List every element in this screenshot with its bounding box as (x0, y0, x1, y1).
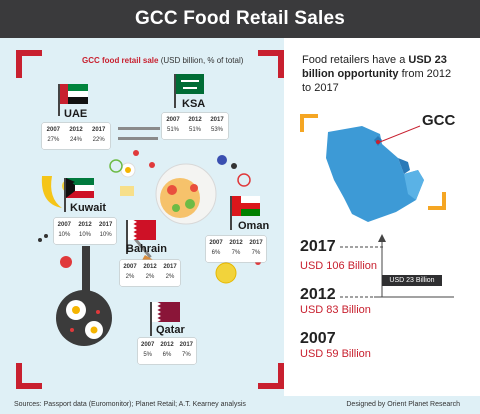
country-name-bahrain: Bahrain (126, 243, 167, 255)
country-card-bahrain: 2007 2012 2017 2% 2% 2% (120, 260, 180, 286)
year-label: 2012 (188, 117, 202, 123)
flag-pole (174, 74, 176, 108)
legend-title: GCC food retail sale (USD billion, % of … (82, 56, 244, 65)
year-label: 2007 (57, 222, 72, 228)
share-value: 10% (99, 232, 112, 238)
country-card-qatar: 2007 2012 2017 5% 6% 7% (138, 338, 196, 364)
lime-icon (215, 262, 237, 284)
corner-bracket-top-left (16, 50, 42, 78)
onion-ring-icon (237, 173, 251, 187)
flag-pole (150, 302, 152, 336)
timeline-value-2012: USD 83 Billion (300, 304, 371, 316)
country-card-oman: 2007 2012 2017 6% 7% 7% (206, 236, 266, 262)
credit-note: Designed by Orient Planet Research (346, 401, 460, 408)
year-label: 2012 (229, 240, 243, 246)
oman-flag-icon (232, 196, 260, 216)
year-label: 2017 (163, 264, 177, 270)
share-value: 7% (231, 250, 241, 256)
growth-badge: USD 23 Billion (382, 275, 442, 286)
year-label: 2007 (209, 240, 223, 246)
country-card-ksa: 2007 2012 2017 51% 51% 53% (162, 113, 228, 139)
map-corner-bottom-right (428, 192, 446, 210)
timeline-year-2012: 2012 (300, 286, 336, 303)
uae-flag-icon (60, 84, 88, 104)
kuwait-flag-icon (66, 178, 94, 198)
year-label: 2012 (78, 222, 92, 228)
timeline-lines (340, 234, 454, 298)
footer: Sources: Passport data (Euromonitor); Pl… (0, 396, 480, 414)
share-value: 7% (181, 352, 191, 358)
year-label: 2017 (99, 222, 113, 228)
year-label: 2007 (140, 342, 155, 348)
flag-pole (64, 178, 66, 212)
share-value: 51% (188, 127, 201, 133)
share-value: 27% (47, 137, 60, 143)
share-value: 6% (162, 352, 172, 358)
year-label: 2007 (166, 117, 180, 123)
timeline-year-2007: 2007 (300, 330, 336, 347)
share-value: 24% (70, 137, 83, 143)
share-value: 10% (79, 232, 92, 238)
year-label: 2012 (160, 342, 174, 348)
map-corner-top-left (300, 114, 318, 132)
qatar-flag-icon (152, 302, 180, 322)
gcc-map-icon (326, 125, 424, 222)
country-card-uae: 2007 2012 2017 27% 24% 22% (42, 123, 110, 149)
share-value: 2% (125, 274, 135, 280)
country-name-ksa: KSA (182, 98, 206, 110)
country-name-oman: Oman (238, 220, 270, 232)
year-label: 2012 (143, 264, 157, 270)
country-name-uae: UAE (64, 108, 88, 120)
share-value: 5% (143, 352, 152, 358)
country-card-kuwait: 2007 2012 2017 10% 10% 10% (54, 218, 116, 244)
year-label: 2007 (46, 127, 61, 133)
page-title: GCC Food Retail Sales (0, 0, 480, 38)
year-label: 2012 (69, 127, 83, 133)
country-name-qatar: Qatar (156, 324, 185, 336)
year-label: 2017 (179, 342, 193, 348)
timeline-value-2017: USD 106 Billion (300, 260, 378, 272)
pan-handle (82, 246, 90, 294)
timeline-value-2007: USD 59 Billion (300, 348, 371, 360)
timeline-year-2017: 2017 (300, 238, 336, 255)
share-value: 53% (210, 127, 223, 133)
cheese-icon (120, 186, 134, 196)
bahrain-flag-icon (128, 220, 156, 240)
year-label: 2007 (123, 264, 137, 270)
opportunity-text: Food retailers have a USD 23 billion opp… (302, 54, 452, 94)
flag-pole (58, 84, 60, 116)
frying-pan-icon (56, 290, 112, 346)
year-label: 2017 (210, 117, 224, 123)
tomato-icon (60, 256, 72, 268)
share-value: 51% (166, 127, 179, 133)
fork-icon (118, 127, 160, 130)
corner-bracket-top-right (258, 50, 284, 78)
flag-pole (230, 196, 232, 230)
year-label: 2017 (92, 127, 106, 133)
map-label: GCC (422, 112, 456, 129)
knife-icon (118, 137, 158, 140)
share-value: 10% (58, 232, 71, 238)
sources-note: Sources: Passport data (Euromonitor); Pl… (14, 401, 246, 408)
corner-bracket-bottom-right (258, 363, 284, 389)
share-value: 6% (211, 250, 221, 256)
share-value: 2% (145, 274, 155, 280)
share-value: 22% (92, 137, 105, 143)
share-value: 2% (165, 274, 175, 280)
corner-bracket-bottom-left (16, 363, 42, 389)
ksa-flag-icon (176, 74, 204, 94)
left-panel (0, 38, 284, 396)
flag-pole (126, 220, 128, 254)
share-value: 7% (251, 250, 261, 256)
year-label: 2017 (249, 240, 263, 246)
country-name-kuwait: Kuwait (70, 202, 107, 214)
banana-icon (41, 176, 62, 208)
map-marker-icon (376, 140, 380, 144)
